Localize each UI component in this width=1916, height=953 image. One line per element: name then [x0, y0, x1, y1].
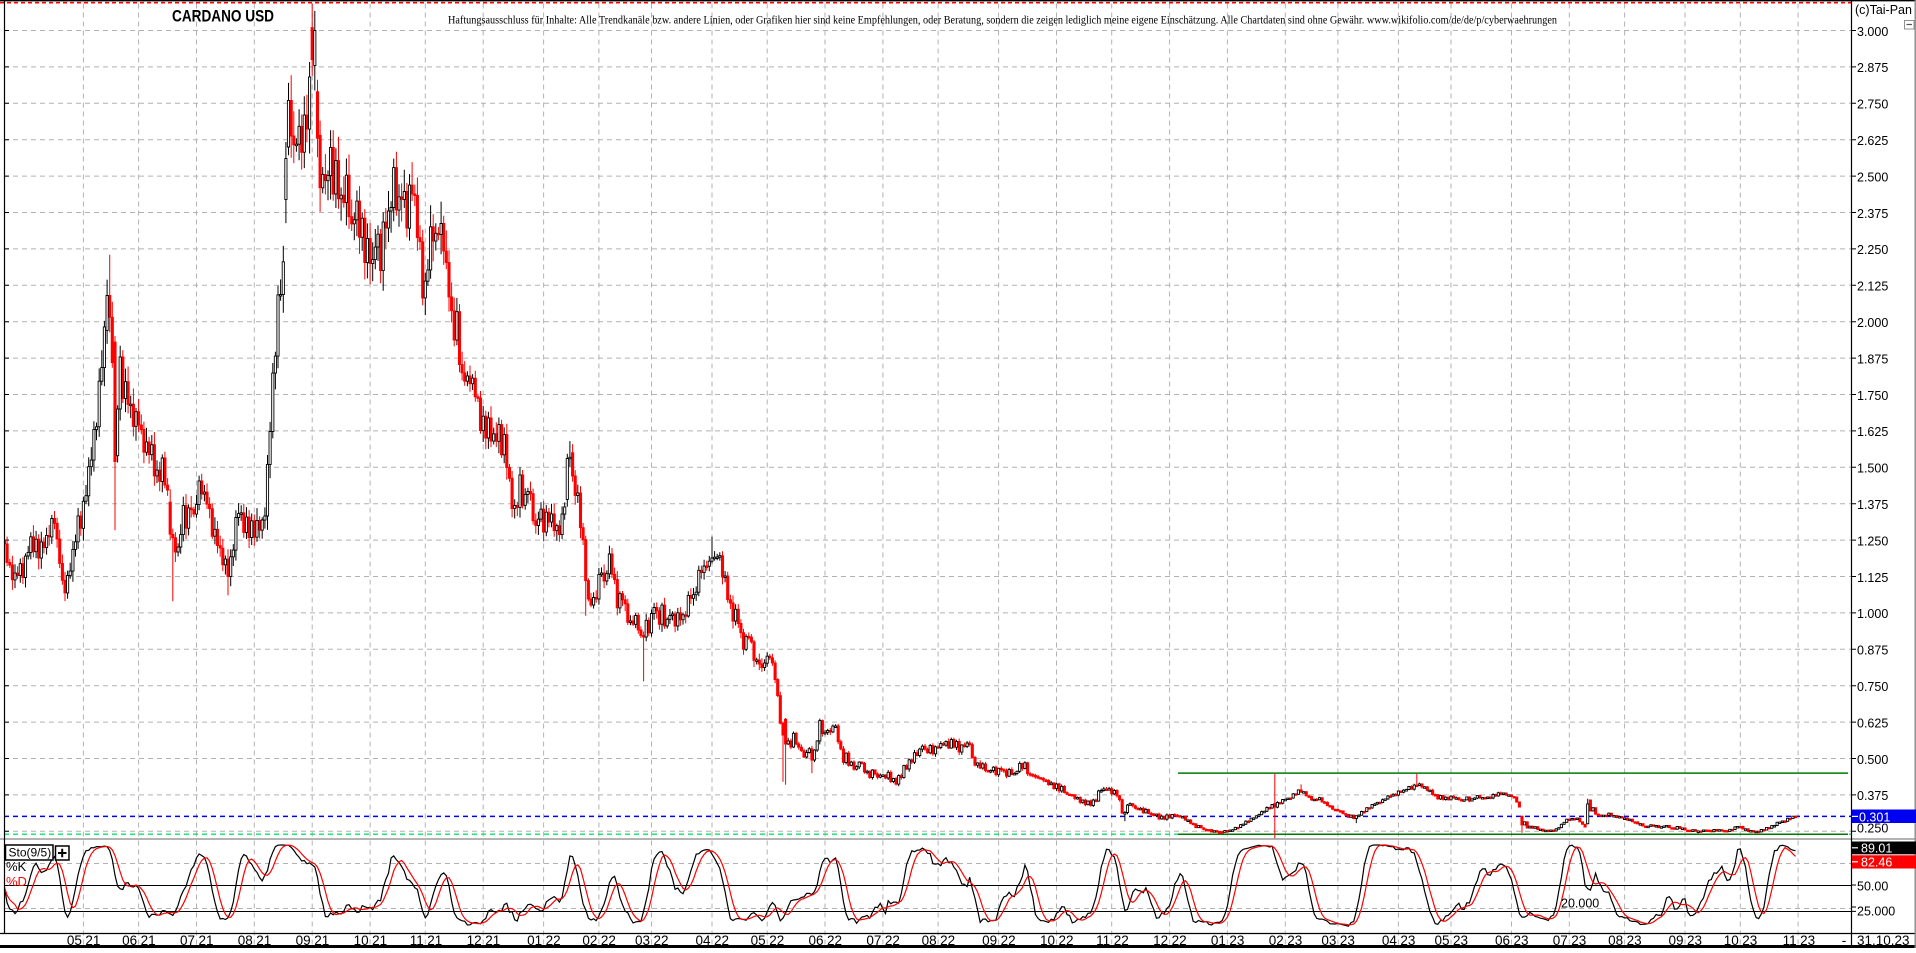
svg-text:Haftungsausschluss für Inhalte: Haftungsausschluss für Inhalte: Alle Tre… [448, 15, 1557, 27]
svg-text:11: 11 [410, 933, 424, 948]
svg-text:0.375: 0.375 [1857, 789, 1888, 803]
svg-text:08: 08 [1608, 933, 1623, 948]
svg-text:23: 23 [1800, 933, 1815, 948]
svg-text:06: 06 [808, 933, 823, 948]
svg-text:22: 22 [827, 933, 842, 948]
svg-text:2.500: 2.500 [1857, 170, 1888, 184]
svg-text:21: 21 [85, 933, 100, 948]
svg-text:10: 10 [354, 933, 369, 948]
svg-text:02: 02 [582, 933, 597, 948]
svg-text:05: 05 [1434, 933, 1449, 948]
svg-text:0.301: 0.301 [1859, 811, 1890, 825]
svg-text:08: 08 [922, 933, 937, 948]
svg-text:01: 01 [527, 933, 542, 948]
svg-text:21: 21 [199, 933, 214, 948]
svg-text:21: 21 [372, 933, 387, 948]
svg-text:05: 05 [751, 933, 766, 948]
svg-text:23: 23 [1340, 933, 1355, 948]
svg-text:0.625: 0.625 [1857, 716, 1888, 730]
svg-text:1.875: 1.875 [1857, 352, 1888, 366]
svg-text:21: 21 [427, 933, 442, 948]
svg-text:10: 10 [1724, 933, 1739, 948]
svg-text:20.000: 20.000 [1561, 897, 1599, 911]
svg-text:2.750: 2.750 [1857, 98, 1888, 112]
svg-text:23: 23 [1687, 933, 1702, 948]
svg-text:21: 21 [314, 933, 329, 948]
svg-text:2.000: 2.000 [1857, 316, 1888, 330]
svg-text:09: 09 [982, 933, 997, 948]
svg-text:2.125: 2.125 [1857, 280, 1888, 294]
svg-text:05: 05 [67, 933, 82, 948]
svg-text:0.750: 0.750 [1857, 680, 1888, 694]
svg-text:1.500: 1.500 [1857, 462, 1888, 476]
svg-text:1.375: 1.375 [1857, 498, 1888, 512]
svg-text:1.125: 1.125 [1857, 571, 1888, 585]
svg-text:0.875: 0.875 [1857, 644, 1888, 658]
svg-text:12: 12 [1153, 933, 1168, 948]
svg-text:07: 07 [1553, 933, 1568, 948]
svg-text:25.000: 25.000 [1857, 905, 1895, 919]
svg-text:22: 22 [1001, 933, 1016, 948]
svg-text:06: 06 [122, 933, 137, 948]
svg-text:50.00: 50.00 [1857, 880, 1888, 894]
svg-text:23: 23 [1229, 933, 1244, 948]
svg-text:21: 21 [256, 933, 271, 948]
svg-text:11: 11 [1096, 933, 1110, 948]
svg-text:2.625: 2.625 [1857, 134, 1888, 148]
svg-text:89.01: 89.01 [1861, 842, 1892, 856]
svg-text:1.750: 1.750 [1857, 389, 1888, 403]
svg-text:04: 04 [1382, 933, 1398, 948]
svg-text:2.875: 2.875 [1857, 61, 1888, 75]
svg-text:%K: %K [6, 859, 27, 874]
svg-text:06: 06 [1495, 933, 1510, 948]
svg-text:23: 23 [1742, 933, 1757, 948]
svg-text:1.250: 1.250 [1857, 534, 1888, 548]
svg-text:23: 23 [1514, 933, 1529, 948]
svg-text:%D: %D [6, 874, 27, 889]
svg-text:23: 23 [1400, 933, 1415, 948]
svg-text:22: 22 [546, 933, 561, 948]
svg-text:23: 23 [1627, 933, 1642, 948]
svg-text:23: 23 [1453, 933, 1468, 948]
svg-text:22: 22 [940, 933, 955, 948]
svg-text:23: 23 [1571, 933, 1586, 948]
svg-text:22: 22 [769, 933, 784, 948]
svg-text:21: 21 [141, 933, 156, 948]
svg-text:22: 22 [601, 933, 616, 948]
svg-text:3.000: 3.000 [1857, 25, 1888, 39]
svg-text:0.250: 0.250 [1857, 821, 1888, 835]
svg-text:Sto(9/5): Sto(9/5) [9, 846, 52, 860]
svg-text:22: 22 [1114, 933, 1129, 948]
svg-text:04: 04 [695, 933, 711, 948]
svg-text:07: 07 [180, 933, 195, 948]
svg-text:31.10.23: 31.10.23 [1857, 933, 1910, 948]
svg-text:09: 09 [1668, 933, 1683, 948]
svg-text:08: 08 [238, 933, 253, 948]
svg-text:1.625: 1.625 [1857, 425, 1888, 439]
svg-text:12: 12 [467, 933, 482, 948]
svg-text:22: 22 [885, 933, 900, 948]
svg-text:21: 21 [485, 933, 500, 948]
svg-text:2.250: 2.250 [1857, 243, 1888, 257]
svg-text:01: 01 [1211, 933, 1226, 948]
svg-text:22: 22 [1172, 933, 1187, 948]
svg-text:22: 22 [1059, 933, 1074, 948]
svg-text:0.500: 0.500 [1857, 753, 1888, 767]
svg-text:11: 11 [1783, 933, 1797, 948]
svg-text:23: 23 [1287, 933, 1302, 948]
svg-text:1.000: 1.000 [1857, 607, 1888, 621]
svg-text:(c)Tai-Pan: (c)Tai-Pan [1855, 3, 1912, 17]
svg-text:03: 03 [1321, 933, 1336, 948]
svg-text:-: - [1842, 933, 1847, 948]
svg-text:CARDANO USD: CARDANO USD [172, 7, 274, 26]
svg-text:07: 07 [866, 933, 881, 948]
svg-text:10: 10 [1040, 933, 1055, 948]
svg-text:02: 02 [1269, 933, 1284, 948]
svg-text:09: 09 [296, 933, 311, 948]
svg-text:22: 22 [714, 933, 729, 948]
svg-text:03: 03 [635, 933, 650, 948]
svg-text:22: 22 [654, 933, 669, 948]
svg-text:2.375: 2.375 [1857, 207, 1888, 221]
svg-text:82.46: 82.46 [1861, 856, 1892, 870]
